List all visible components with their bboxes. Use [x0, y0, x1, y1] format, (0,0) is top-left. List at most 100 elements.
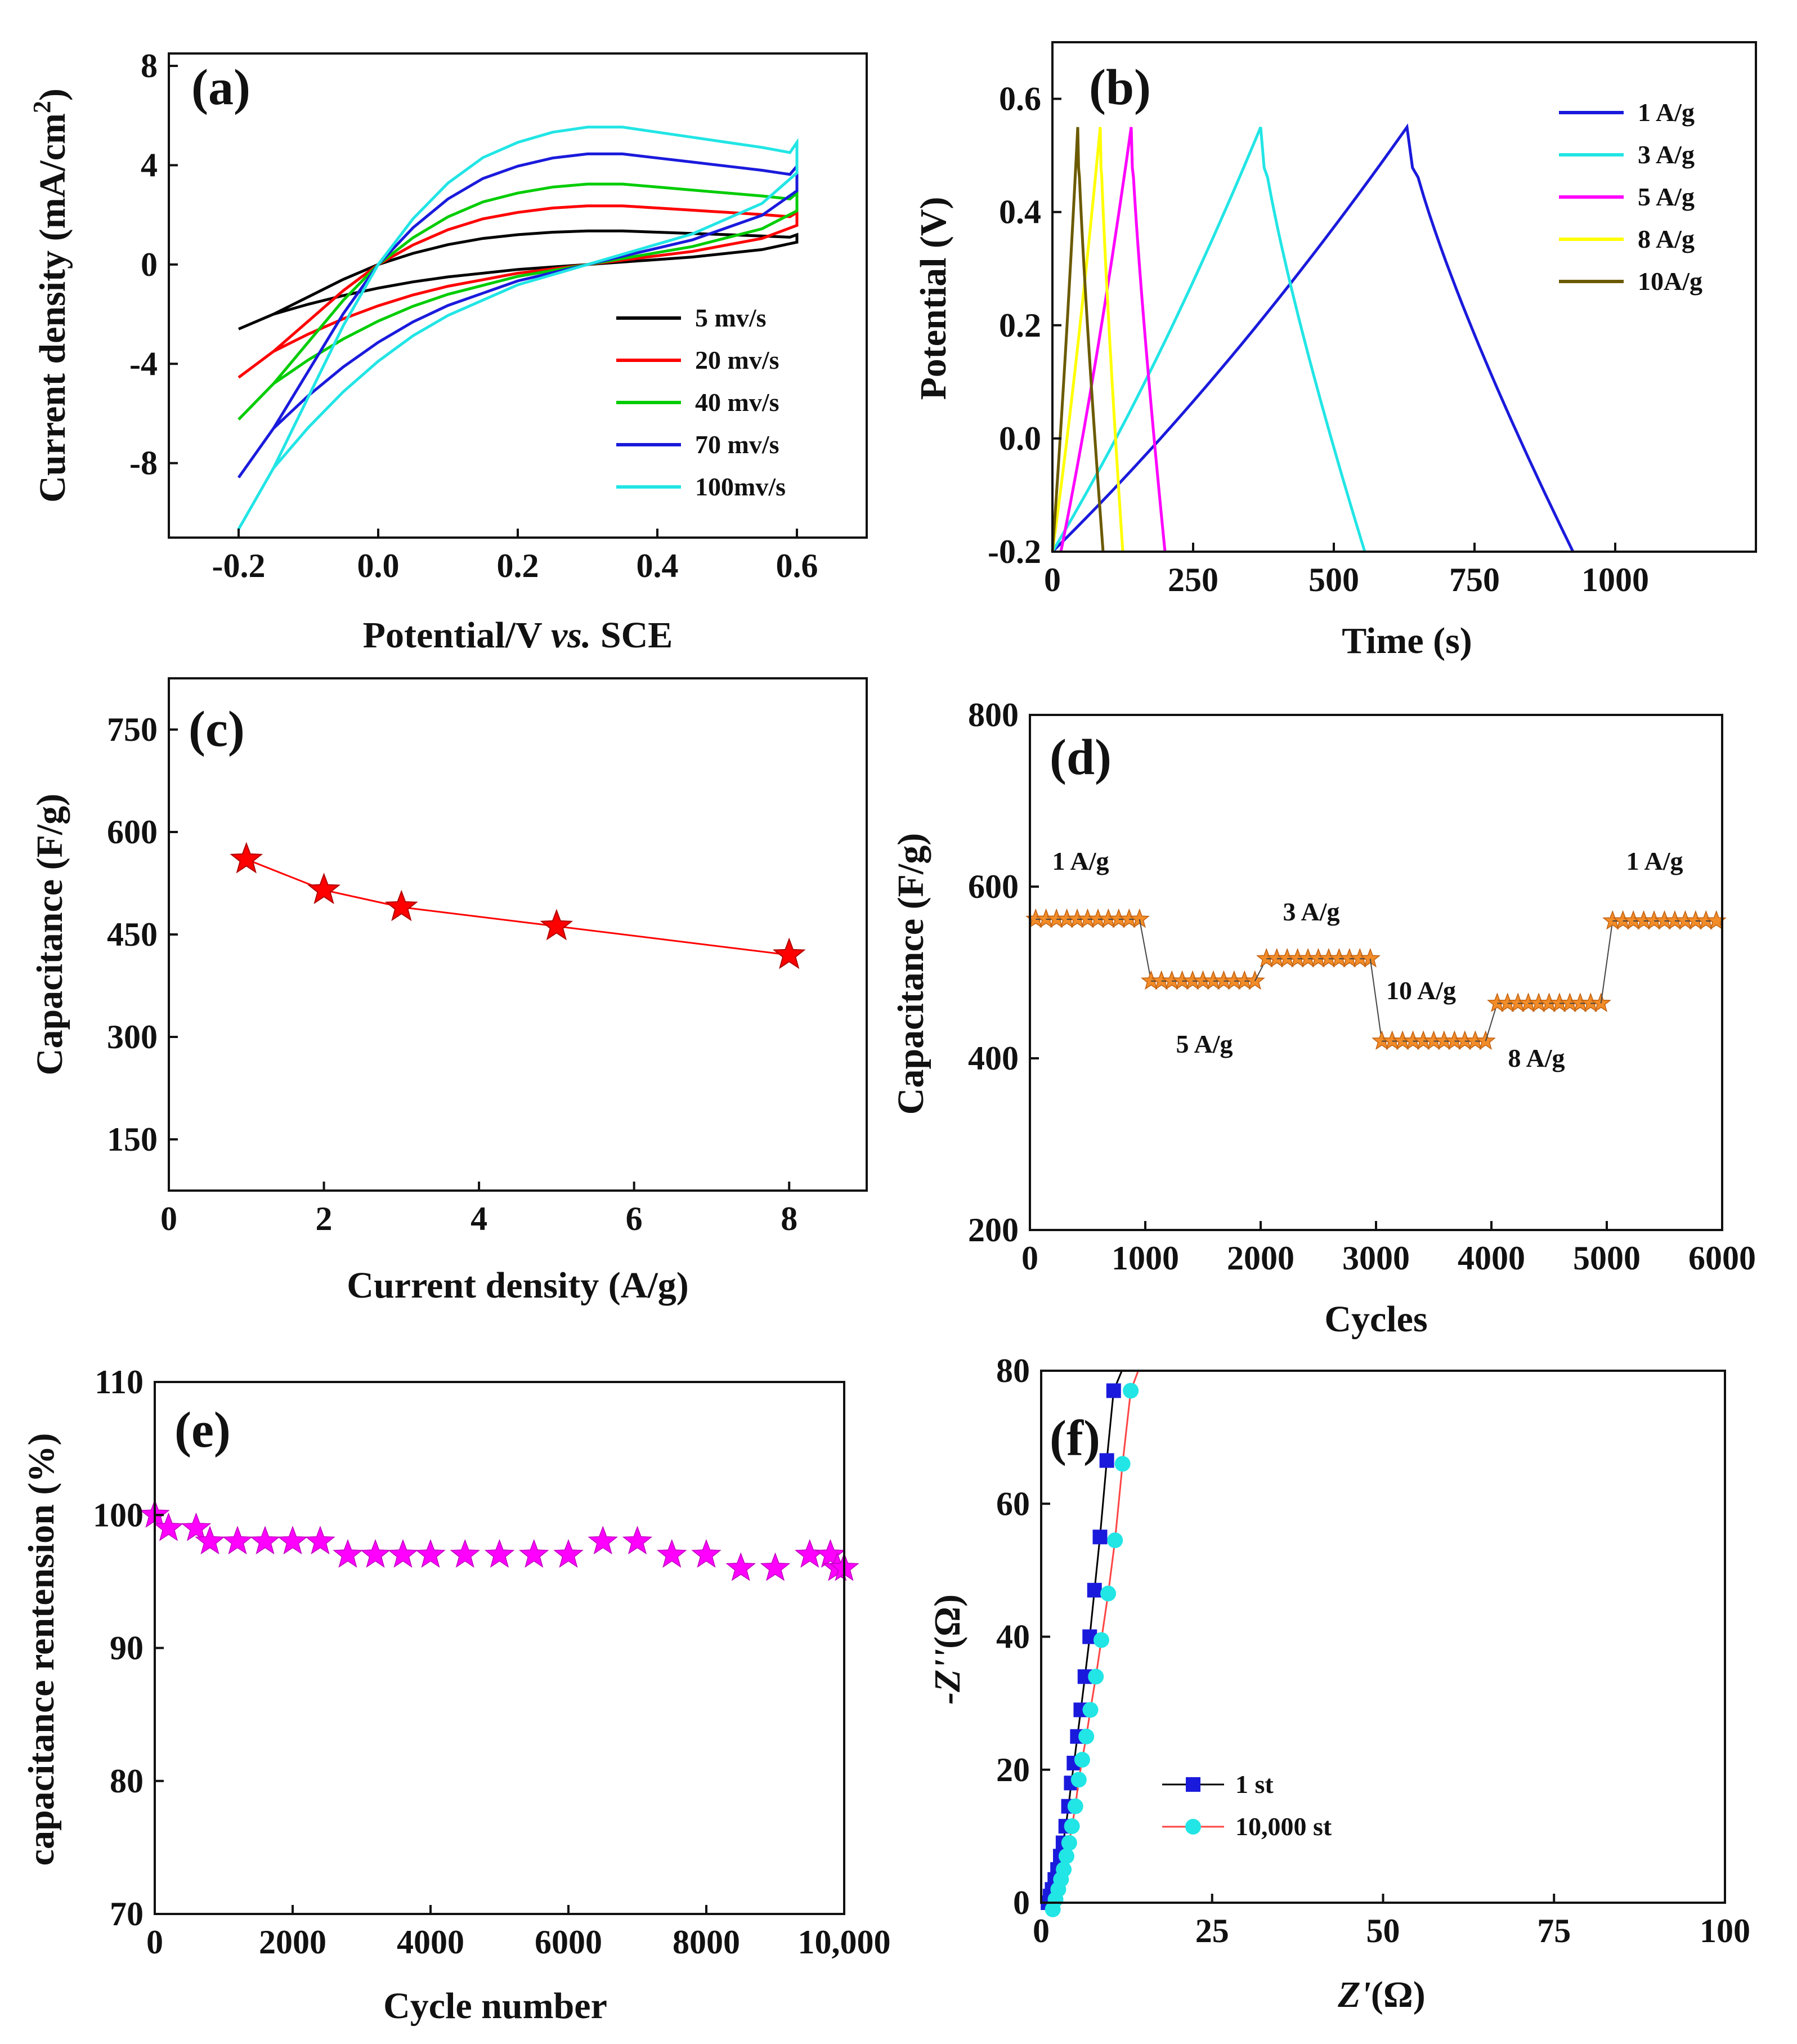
panel-d-x-tick-label: 5000	[1573, 1240, 1641, 1277]
panel-e-x-tick-label: 2000	[259, 1924, 326, 1961]
panel-f-x-tick-label: 50	[1366, 1912, 1400, 1949]
panel-a-label: (a)	[191, 60, 250, 115]
panel-a-y-tick-label: 4	[141, 146, 158, 184]
panel-a-y-axis-label: Current density (mA/cm2)	[28, 88, 73, 503]
legend-label: 1 A/g	[1638, 98, 1695, 127]
panel-f-nyquist: 0 25 50 75 100 0 20 40 60 80 (f) Z'(Ω) -Z''(Ω) 1 …	[927, 1352, 1750, 2015]
panel-c-y-tick-label: 750	[107, 711, 158, 748]
nyquist-circle-marker	[1107, 1532, 1123, 1549]
panel-e-y-tick-label: 90	[110, 1630, 144, 1667]
gcd-series-line	[1051, 123, 1575, 553]
retention-star-marker	[181, 1512, 212, 1541]
retention-star-marker	[222, 1526, 253, 1555]
panel-f-x-tick-label: 0	[1033, 1912, 1050, 1949]
panel-c-y-axis-label: Capacitance (F/g)	[29, 794, 70, 1075]
retention-star-marker	[195, 1526, 225, 1555]
retention-star-marker	[691, 1538, 722, 1568]
nyquist-circle-marker	[1067, 1798, 1083, 1814]
panel-d-y-tick-label: 600	[968, 868, 1019, 905]
panel-c-x-axis-label: Current density (A/g)	[347, 1265, 688, 1306]
panel-c-y-tick-label: 600	[107, 813, 158, 851]
panel-e-y-axis-label: capacitance rentension (%)	[21, 1433, 62, 1866]
panel-a-x-tick-label: -0.2	[212, 547, 266, 584]
panel-c-x-tick-label: 4	[470, 1200, 487, 1237]
panel-d-y-tick-label: 200	[968, 1211, 1019, 1249]
panel-d-x-tick-label: 2000	[1227, 1240, 1294, 1277]
nyquist-circle-marker	[1058, 1848, 1074, 1864]
panel-b-x-tick-label: 0	[1044, 561, 1061, 598]
retention-star-marker	[277, 1526, 308, 1555]
retention-star-marker	[450, 1538, 481, 1568]
nyquist-circle-marker	[1100, 1585, 1117, 1602]
nyquist-circle-marker	[1088, 1669, 1104, 1685]
panel-a-legend: 5 mv/s 20 mv/s 40 mv/s 70 mv/s 100mv/s	[616, 303, 786, 501]
panel-a-x-tick-label: 0.0	[357, 547, 400, 584]
gcd-curves	[1051, 123, 1575, 553]
panel-f-x-axis-label: Z'(Ω)	[1337, 1974, 1425, 2015]
retention-star-marker	[588, 1526, 619, 1555]
nyquist-square-marker	[1099, 1453, 1114, 1468]
legend-label: 20 mv/s	[695, 346, 779, 374]
retention-star-marker	[484, 1538, 515, 1568]
panel-b-gcd-curves: 0 250 500 750 1000 -0.2 0.0 0.2 0.4 0.6 (b) Time …	[913, 41, 1757, 661]
cycling-connector	[1600, 920, 1614, 1004]
retention-star-marker	[360, 1538, 391, 1568]
rate-annotation: 3 A/g	[1283, 897, 1340, 926]
panel-e-x-axis-label: Cycle number	[383, 1985, 607, 2027]
retention-star-marker	[415, 1538, 446, 1568]
panel-e-ticks: 0 2000 4000 6000 8000 10,000 70 80 90 100 110	[93, 1363, 891, 1961]
panel-b-ticks: 0 250 500 750 1000 -0.2 0.0 0.2 0.4 0.6	[988, 80, 1649, 598]
panel-f-x-tick-label: 100	[1700, 1912, 1750, 1949]
nyquist-circle-marker	[1093, 1632, 1109, 1648]
rate-annotation: 1 A/g	[1626, 847, 1683, 875]
panel-b-legend: 1 A/g 3 A/g 5 A/g 8 A/g 10A/g	[1559, 98, 1702, 296]
panel-b-y-tick-label: 0.6	[999, 80, 1041, 118]
panel-e-x-tick-label: 10,000	[798, 1924, 891, 1961]
legend-label: 70 mv/s	[695, 430, 779, 459]
panel-d-label: (d)	[1050, 730, 1112, 785]
legend-label: 10A/g	[1638, 267, 1702, 296]
panel-d-x-tick-label: 3000	[1342, 1240, 1410, 1277]
nyquist-circle-marker	[1078, 1728, 1095, 1745]
retention-star-marker	[815, 1538, 846, 1568]
panel-b-y-tick-label: 0.4	[999, 194, 1041, 231]
nyquist-circle-marker	[1074, 1752, 1090, 1768]
panel-b-y-tick-label: 0.0	[999, 420, 1041, 457]
panel-b-y-tick-label: -0.2	[988, 533, 1041, 570]
retention-star-marker	[250, 1526, 280, 1555]
legend-label: 1 st	[1235, 1770, 1274, 1799]
panel-b-x-axis-label: Time (s)	[1342, 620, 1472, 661]
panel-d-x-tick-label: 4000	[1458, 1240, 1525, 1277]
panel-f-y-tick-label: 0	[1013, 1884, 1030, 1921]
retention-star-marker	[794, 1538, 825, 1568]
panel-d-x-axis-label: Cycles	[1324, 1299, 1427, 1340]
rate-star-marker	[307, 873, 340, 905]
panel-a-y-tick-label: 8	[141, 47, 158, 84]
panel-a-y-tick-label: -4	[129, 345, 158, 382]
legend-marker	[1186, 1777, 1200, 1792]
gcd-series-line	[1051, 127, 1105, 552]
panel-d-x-tick-label: 0	[1021, 1240, 1038, 1277]
retention-star-marker	[622, 1526, 653, 1555]
panel-d-cycling-rates: 0 1000 2000 3000 4000 5000 6000 200 400 600 800 (d…	[890, 696, 1756, 1340]
legend-label: 8 A/g	[1638, 225, 1695, 253]
panel-f-x-tick-label: 75	[1537, 1912, 1571, 1949]
panel-a-ticks: -0.2 0.0 0.2 0.4 0.6 -8 -4 0 4 8	[129, 47, 818, 584]
legend-label: 40 mv/s	[695, 388, 779, 417]
panel-f-x-tick-label: 25	[1195, 1912, 1229, 1949]
cycling-connector	[1369, 958, 1383, 1041]
legend-label: 5 mv/s	[695, 303, 767, 332]
rate-star-marker	[772, 937, 806, 969]
gcd-series-line	[1051, 126, 1366, 553]
panel-d-y-axis-label: Capacitance (F/g)	[890, 833, 931, 1115]
panel-a-x-tick-label: 0.2	[497, 547, 539, 584]
panel-d-ticks: 0 1000 2000 3000 4000 5000 6000 200 400 600 800	[968, 696, 1756, 1277]
nyquist-circle-marker	[1082, 1702, 1099, 1718]
legend-label: 100mv/s	[695, 472, 786, 501]
rate-line	[246, 858, 790, 956]
panel-c-x-tick-label: 8	[781, 1200, 797, 1237]
nyquist-circle-marker	[1061, 1835, 1077, 1851]
panel-e-x-tick-label: 0	[146, 1924, 163, 1961]
panel-d-x-tick-label: 1000	[1112, 1240, 1179, 1277]
panel-a-y-tick-label: 0	[141, 246, 158, 283]
